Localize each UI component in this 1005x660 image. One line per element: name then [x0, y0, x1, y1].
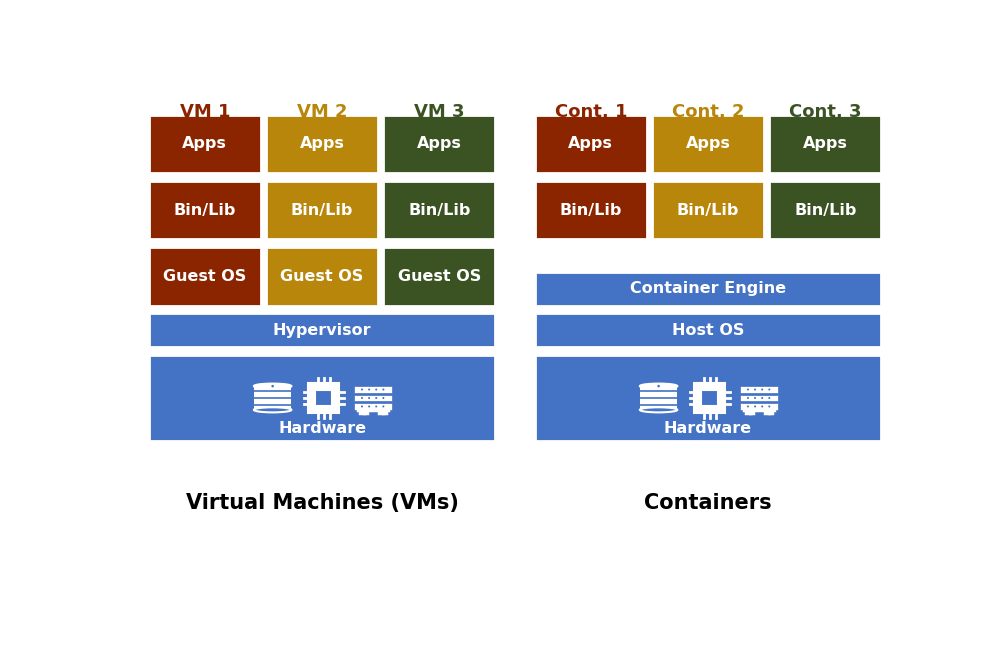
FancyBboxPatch shape [741, 403, 778, 410]
Circle shape [768, 397, 771, 399]
FancyBboxPatch shape [652, 115, 764, 173]
FancyBboxPatch shape [355, 395, 392, 401]
Text: Cont. 2: Cont. 2 [671, 102, 745, 121]
Circle shape [361, 397, 363, 399]
FancyBboxPatch shape [770, 181, 881, 240]
FancyBboxPatch shape [741, 386, 778, 393]
Text: Cont. 3: Cont. 3 [789, 102, 861, 121]
Text: Bin/Lib: Bin/Lib [560, 203, 622, 218]
Text: Apps: Apps [685, 137, 731, 151]
Circle shape [754, 397, 756, 399]
Text: Guest OS: Guest OS [163, 269, 246, 284]
FancyBboxPatch shape [535, 314, 881, 347]
FancyBboxPatch shape [384, 115, 495, 173]
Circle shape [768, 405, 771, 407]
Circle shape [375, 389, 377, 391]
Text: Containers: Containers [644, 493, 772, 513]
Text: Bin/Lib: Bin/Lib [174, 203, 236, 218]
Circle shape [361, 389, 363, 391]
Text: Bin/Lib: Bin/Lib [794, 203, 856, 218]
Text: Virtual Machines (VMs): Virtual Machines (VMs) [186, 493, 458, 513]
FancyBboxPatch shape [149, 181, 260, 240]
Circle shape [368, 389, 370, 391]
Circle shape [761, 405, 763, 407]
FancyBboxPatch shape [149, 115, 260, 173]
FancyBboxPatch shape [741, 395, 778, 401]
Circle shape [761, 389, 763, 391]
Circle shape [754, 389, 756, 391]
Circle shape [768, 389, 771, 391]
Text: VM 1: VM 1 [180, 102, 230, 121]
Polygon shape [254, 386, 291, 410]
FancyBboxPatch shape [694, 383, 725, 413]
Text: Container Engine: Container Engine [630, 281, 786, 296]
Text: Cont. 1: Cont. 1 [555, 102, 627, 121]
Circle shape [382, 405, 384, 407]
Text: Guest OS: Guest OS [280, 269, 364, 284]
FancyBboxPatch shape [266, 115, 378, 173]
Polygon shape [640, 386, 677, 410]
Text: Bin/Lib: Bin/Lib [408, 203, 470, 218]
Circle shape [382, 397, 384, 399]
Text: Host OS: Host OS [672, 323, 745, 338]
Text: Apps: Apps [803, 137, 848, 151]
Circle shape [368, 405, 370, 407]
FancyBboxPatch shape [309, 383, 339, 413]
FancyBboxPatch shape [384, 181, 495, 240]
Text: Bin/Lib: Bin/Lib [676, 203, 740, 218]
FancyBboxPatch shape [149, 247, 260, 306]
FancyBboxPatch shape [149, 355, 495, 441]
FancyBboxPatch shape [266, 247, 378, 306]
FancyBboxPatch shape [149, 314, 495, 347]
Circle shape [657, 385, 660, 387]
Text: Bin/Lib: Bin/Lib [290, 203, 354, 218]
Text: Guest OS: Guest OS [398, 269, 481, 284]
Ellipse shape [640, 407, 677, 412]
FancyBboxPatch shape [701, 389, 719, 407]
Circle shape [375, 405, 377, 407]
FancyBboxPatch shape [355, 386, 392, 393]
Circle shape [375, 397, 377, 399]
FancyBboxPatch shape [316, 389, 333, 407]
Circle shape [761, 397, 763, 399]
Text: VM 2: VM 2 [296, 102, 348, 121]
FancyBboxPatch shape [535, 115, 646, 173]
Text: Apps: Apps [568, 137, 613, 151]
Circle shape [368, 397, 370, 399]
Ellipse shape [254, 383, 291, 389]
FancyBboxPatch shape [535, 181, 646, 240]
FancyBboxPatch shape [770, 115, 881, 173]
Text: Hardware: Hardware [664, 420, 752, 436]
Text: Hardware: Hardware [278, 420, 366, 436]
Circle shape [747, 405, 749, 407]
Ellipse shape [640, 383, 677, 389]
Circle shape [271, 385, 274, 387]
FancyBboxPatch shape [384, 247, 495, 306]
Circle shape [361, 405, 363, 407]
Text: Hypervisor: Hypervisor [272, 323, 372, 338]
Circle shape [747, 397, 749, 399]
Text: Apps: Apps [299, 137, 345, 151]
Circle shape [382, 389, 384, 391]
Text: Apps: Apps [182, 137, 227, 151]
Circle shape [754, 405, 756, 407]
FancyBboxPatch shape [266, 181, 378, 240]
Ellipse shape [254, 407, 291, 412]
FancyBboxPatch shape [652, 181, 764, 240]
Text: VM 3: VM 3 [414, 102, 464, 121]
FancyBboxPatch shape [355, 403, 392, 410]
Text: Apps: Apps [417, 137, 462, 151]
FancyBboxPatch shape [535, 355, 881, 441]
Circle shape [747, 389, 749, 391]
FancyBboxPatch shape [535, 272, 881, 306]
